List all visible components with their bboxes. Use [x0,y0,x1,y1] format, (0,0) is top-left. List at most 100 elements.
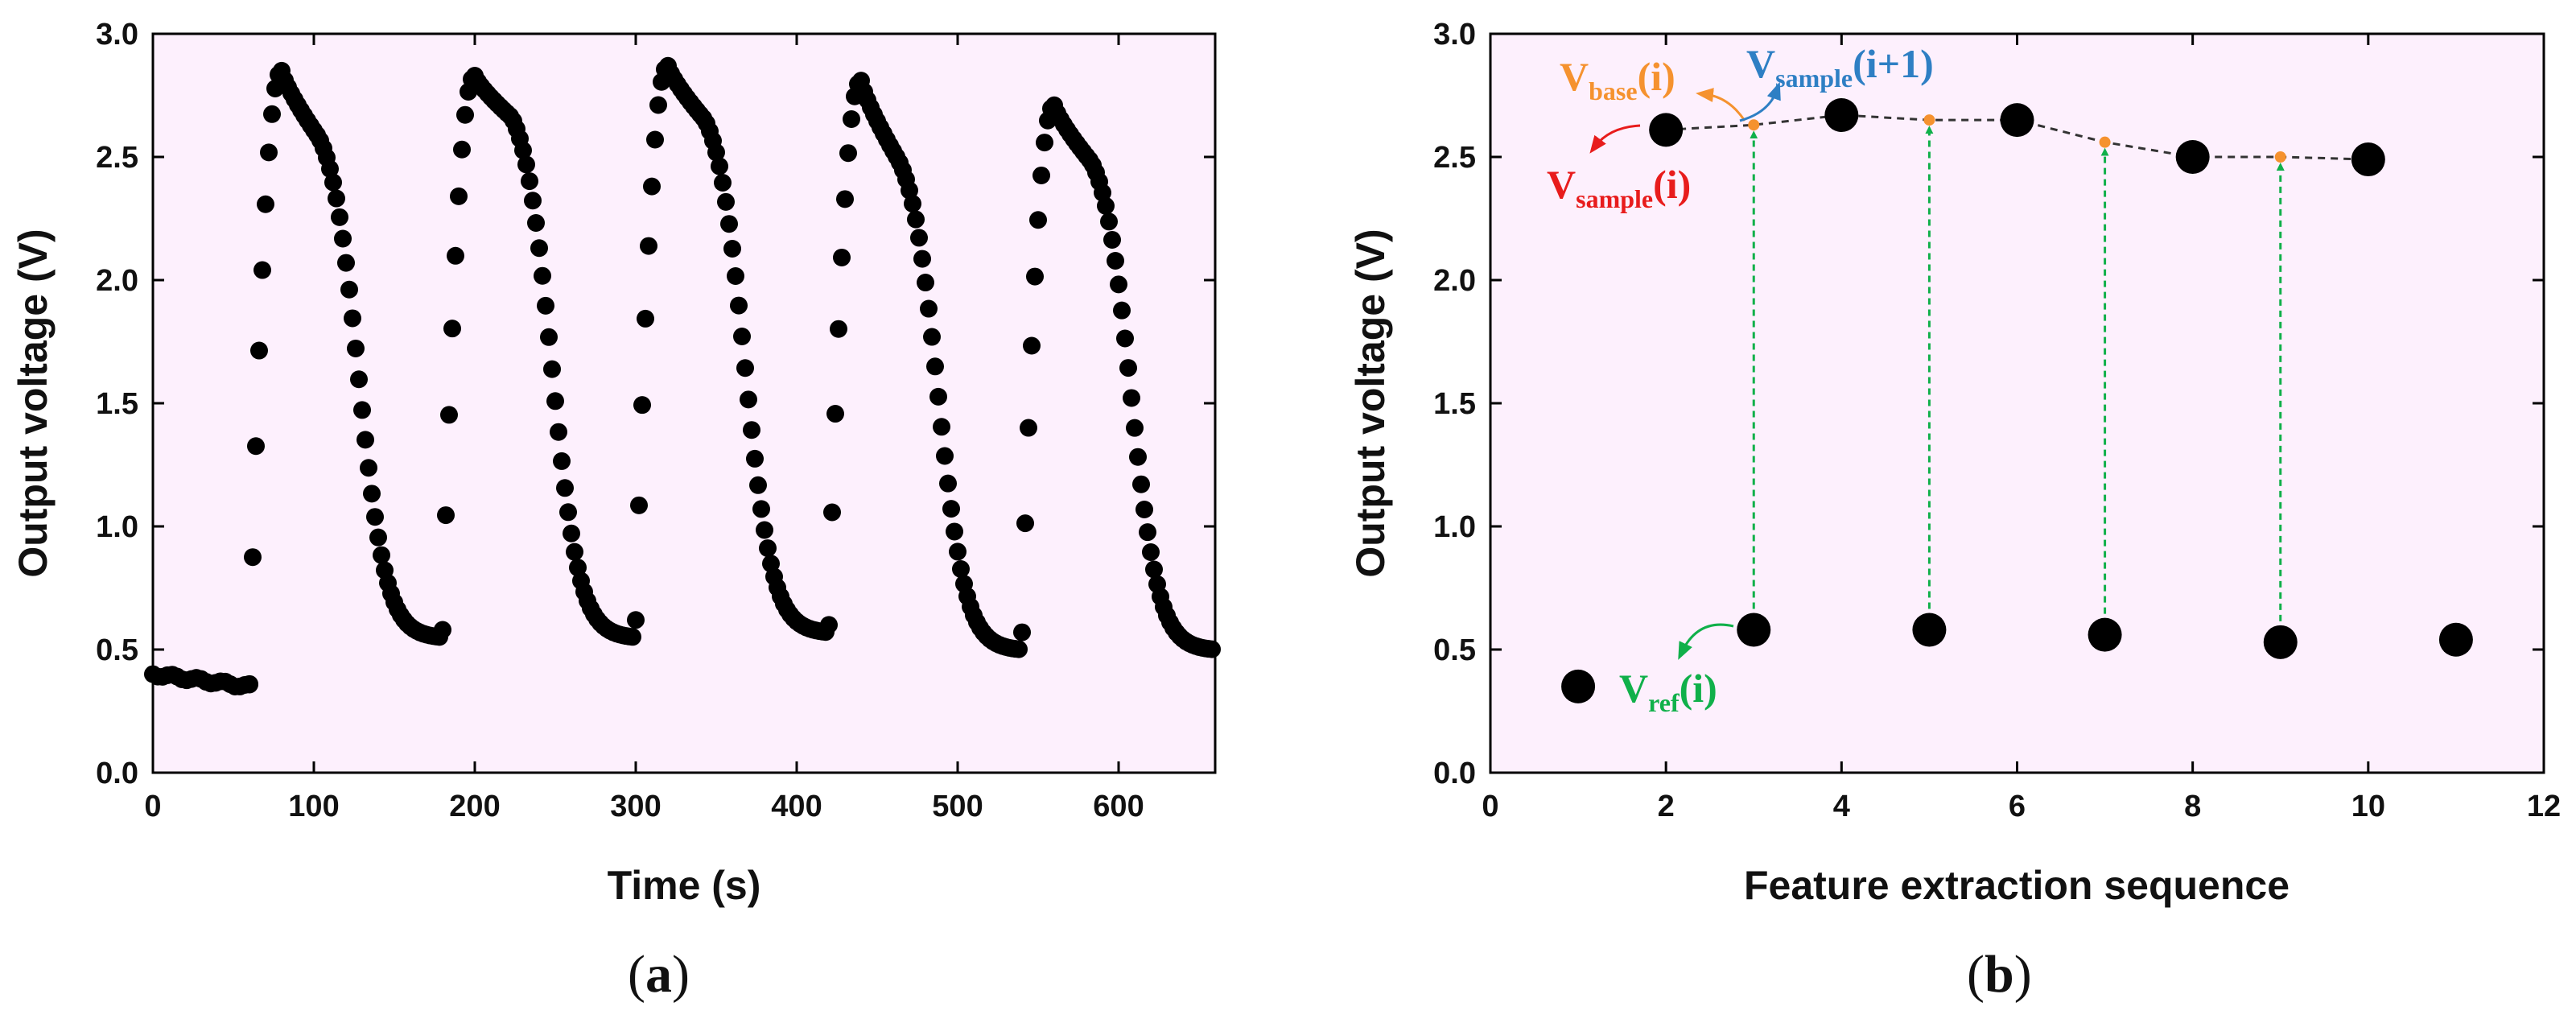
data-point [1561,669,1596,703]
data-point [820,616,838,634]
data-point [1116,329,1134,348]
v-sample-label: Vsample(i) [1547,162,1691,213]
data-point [839,144,857,163]
data-point [1036,134,1053,152]
y-tick-label: 1.5 [1433,387,1476,421]
interpolated-point [1923,114,1935,126]
data-point [369,528,387,547]
data-point [720,215,738,233]
chart-b-panel-letter: b [1985,945,2014,1004]
chart-a-panel-letter: a [645,945,672,1004]
chart-a-series [144,56,1221,695]
v-sample-next-label: Vsample(i+1) [1746,41,1934,93]
chart-b-interpolated-series [1748,114,2286,163]
data-point [340,280,358,299]
chart-b-x-axis: 0 2 4 6 8 10 12 [1482,34,2561,823]
data-point [746,449,764,468]
x-tick-label: 300 [610,790,661,823]
data-point [907,210,925,229]
data-point [357,431,374,449]
y-tick-label: 1.5 [96,387,138,421]
y-tick-label: 2.5 [1433,141,1476,175]
data-point [553,452,571,470]
x-tick-label: 4 [1833,790,1850,823]
data-point [756,521,773,539]
data-point [437,506,455,525]
data-point [913,250,931,268]
y-tick-label: 3.0 [1433,18,1476,52]
data-point [540,328,558,346]
data-point [1094,184,1111,202]
data-point [1912,613,1947,647]
data-point [920,299,938,318]
chart-b-x-label: Feature extraction sequence [1744,863,2290,908]
data-point [337,254,355,272]
data-point [646,130,664,149]
y-tick-label: 1.0 [96,510,138,544]
data-point [727,266,744,285]
data-point [440,406,458,424]
data-point [530,239,548,258]
data-point [717,192,735,211]
x-tick-label: 8 [2184,790,2201,823]
data-point [241,674,258,693]
x-tick-label: 100 [288,790,339,823]
data-point [434,621,451,639]
data-point [736,359,754,377]
y-tick-label: 2.0 [1433,264,1476,298]
data-point [910,229,928,247]
data-point [347,339,365,357]
data-point [521,172,538,191]
data-point [1097,196,1115,215]
data-point [740,390,757,409]
data-point [534,266,551,285]
data-point [566,542,583,561]
data-point [1142,543,1160,562]
x-tick-label: 0 [144,790,161,823]
data-point [537,296,554,315]
data-point [904,195,921,213]
data-point [936,447,954,465]
data-point [353,401,371,419]
v-sample-arrow [1589,124,1641,154]
x-tick-label: 600 [1093,790,1144,823]
data-point [453,140,471,159]
data-point [643,177,661,196]
x-tick-label: 500 [932,790,983,823]
y-tick-label: 0.5 [1433,633,1476,667]
data-point [1110,275,1127,294]
data-point [334,229,352,248]
data-point [836,190,854,208]
data-point [946,522,963,541]
data-point [514,141,532,159]
y-tick-label: 0.5 [96,633,138,667]
data-point [257,195,274,213]
chart-a-panel-label: (a) [628,945,690,1004]
data-point [1023,336,1041,355]
data-point [633,396,651,415]
data-point [450,187,468,205]
data-point [517,155,535,174]
chart-b: 0.0 0.5 1.0 1.5 2.0 2.5 3.0 0 2 4 6 8 10 12 Vbase(i)… [1348,18,2561,1004]
data-point [649,96,667,114]
x-tick-label: 0 [1482,790,1498,823]
data-point [443,320,461,338]
y-tick-label: 2.5 [96,141,138,175]
data-point [749,476,767,494]
data-point [1136,501,1153,519]
data-point [247,437,265,456]
data-point [952,560,970,579]
data-point [843,109,860,128]
data-point [1010,640,1028,658]
data-point [2263,625,2298,659]
data-point [527,214,545,233]
v-base-arrow [1696,88,1746,122]
data-point [823,503,841,522]
data-point [1113,301,1131,320]
data-point [1123,389,1140,407]
data-point [826,405,844,423]
data-point [933,418,950,436]
data-point [759,539,777,558]
x-tick-label: 6 [2009,790,2026,823]
